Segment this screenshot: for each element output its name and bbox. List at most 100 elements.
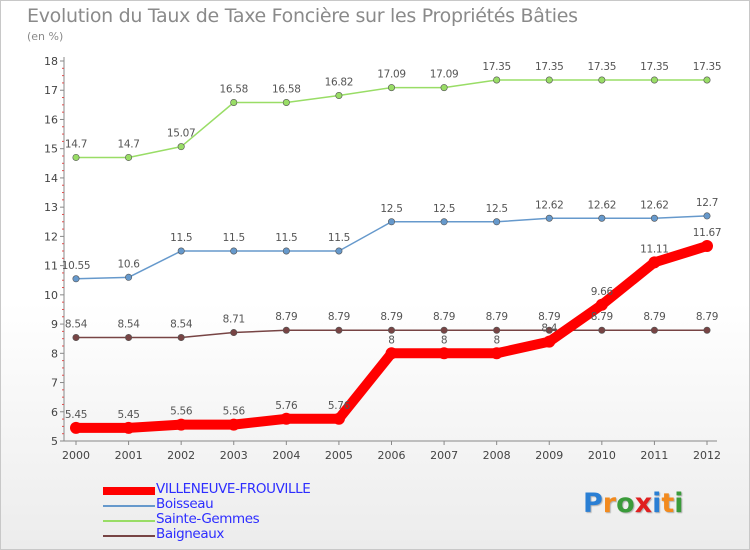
data-point <box>125 334 133 342</box>
x-tick-label: 2008 <box>483 449 511 462</box>
legend-swatch <box>103 535 155 537</box>
data-label: 8.79 <box>538 311 560 323</box>
data-label: 5.56 <box>223 406 246 418</box>
data-label: 8.71 <box>223 314 245 326</box>
y-tick-label: 16 <box>44 113 58 126</box>
data-point <box>545 214 553 222</box>
data-label: 17.09 <box>377 69 406 81</box>
data-point <box>648 256 661 269</box>
data-label: 8 <box>493 334 499 346</box>
data-label: 8.79 <box>328 311 350 323</box>
data-label: 12.62 <box>588 199 617 211</box>
data-point <box>335 91 343 99</box>
data-point <box>335 326 343 334</box>
y-tick-label: 13 <box>44 201 58 214</box>
data-point <box>72 275 80 283</box>
data-label: 12.5 <box>380 203 402 215</box>
data-point <box>230 99 238 107</box>
data-point <box>72 153 80 161</box>
data-point <box>70 421 82 434</box>
data-label: 8.79 <box>433 311 455 323</box>
y-tick-label: 8 <box>51 347 58 360</box>
data-label: 11.11 <box>640 243 669 255</box>
data-point <box>227 418 240 431</box>
data-label: 11.5 <box>328 232 350 244</box>
data-point <box>282 326 290 334</box>
logo-letter: x <box>634 488 653 519</box>
data-label: 5.45 <box>117 409 139 421</box>
x-tick-label: 2006 <box>378 449 406 462</box>
data-point <box>438 347 451 360</box>
data-point <box>440 218 448 226</box>
x-tick-label: 2012 <box>693 449 721 462</box>
data-label: 17.35 <box>693 61 722 73</box>
y-tick-label: 11 <box>44 260 58 273</box>
x-tick-label: 2001 <box>115 449 143 462</box>
y-tick-label: 6 <box>51 406 58 419</box>
data-point <box>387 218 395 226</box>
data-label: 11.5 <box>223 232 245 244</box>
data-point <box>387 326 395 334</box>
data-label: 8.54 <box>65 319 88 331</box>
chart-title: Evolution du Taux de Taxe Foncière sur l… <box>27 5 578 27</box>
data-label: 15.07 <box>167 128 196 140</box>
data-point <box>230 247 238 255</box>
data-label: 8.4 <box>541 323 557 335</box>
data-label: 16.58 <box>272 84 301 96</box>
x-tick-label: 2011 <box>640 449 668 462</box>
data-label: 8 <box>441 334 447 346</box>
data-point <box>545 326 553 334</box>
proxiti-logo: Proxiti <box>583 488 684 519</box>
data-point <box>280 412 293 425</box>
data-label: 8.79 <box>591 311 613 323</box>
data-label: 12.62 <box>535 199 564 211</box>
data-point <box>385 347 398 360</box>
data-label: 5.76 <box>275 400 298 412</box>
data-point <box>175 418 188 431</box>
data-point <box>332 412 345 425</box>
logo-letter: i <box>674 488 684 519</box>
x-tick-label: 2010 <box>588 449 616 462</box>
data-label: 8.79 <box>380 311 402 323</box>
y-tick-label: 10 <box>44 289 58 302</box>
data-point <box>701 240 713 253</box>
data-point <box>703 76 711 84</box>
data-label: 8.79 <box>696 311 718 323</box>
data-point <box>387 84 395 92</box>
data-point <box>335 247 343 255</box>
data-label: 5.76 <box>328 400 351 412</box>
data-label: 12.62 <box>640 199 669 211</box>
data-label: 12.7 <box>696 197 718 209</box>
data-point <box>650 326 658 334</box>
x-tick-label: 2003 <box>220 449 248 462</box>
y-tick-label: 7 <box>51 377 58 390</box>
x-tick-label: 2005 <box>325 449 353 462</box>
data-point <box>703 326 711 334</box>
data-point <box>493 76 501 84</box>
data-point <box>177 247 185 255</box>
series-line-sainte-gemmes <box>75 79 708 159</box>
data-label: 11.5 <box>170 232 192 244</box>
data-label: 8.79 <box>486 311 508 323</box>
data-point <box>493 326 501 334</box>
data-point <box>230 329 238 337</box>
x-tick-label: 2009 <box>535 449 563 462</box>
data-label: 5.45 <box>65 409 87 421</box>
data-point <box>282 99 290 107</box>
data-label: 16.58 <box>219 84 248 96</box>
data-label: 8 <box>388 334 394 346</box>
data-label: 14.7 <box>117 138 139 150</box>
y-tick-label: 17 <box>44 84 58 97</box>
data-point <box>598 76 606 84</box>
data-point <box>282 247 290 255</box>
data-point <box>440 84 448 92</box>
data-label: 16.82 <box>325 76 354 88</box>
data-label: 10.6 <box>117 258 140 270</box>
y-tick-label: 5 <box>51 435 58 448</box>
data-label: 12.5 <box>433 203 455 215</box>
legend-label: Boisseau <box>156 496 214 512</box>
series-line-boisseau <box>75 215 708 280</box>
data-label: 8.54 <box>117 319 140 331</box>
logo-letter: r <box>602 488 617 519</box>
data-point <box>493 218 501 226</box>
